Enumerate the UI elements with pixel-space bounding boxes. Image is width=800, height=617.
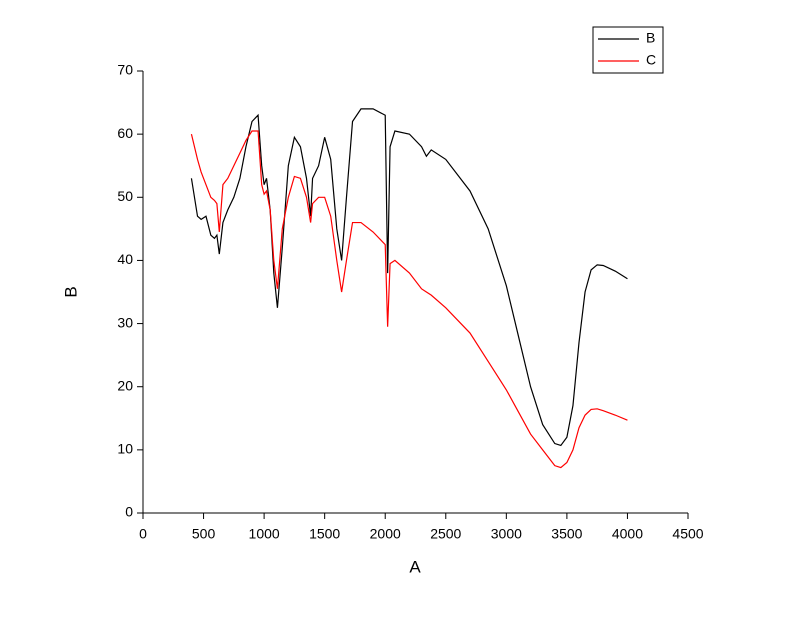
y-tick-label: 20 — [117, 377, 133, 393]
y-tick-label: 0 — [125, 504, 133, 520]
x-tick-label: 0 — [139, 526, 147, 542]
y-tick-label: 10 — [117, 441, 133, 457]
x-tick-label: 3000 — [491, 526, 522, 542]
legend-label: C — [646, 52, 656, 68]
y-tick-label: 50 — [117, 188, 133, 204]
x-tick-label: 2500 — [430, 526, 461, 542]
x-tick-label: 4000 — [612, 526, 643, 542]
x-tick-label: 1500 — [309, 526, 340, 542]
legend-box — [592, 26, 664, 74]
x-tick-label: 4500 — [672, 526, 703, 542]
y-tick-label: 70 — [117, 62, 133, 78]
y-tick-label: 30 — [117, 314, 133, 330]
x-tick-label: 500 — [192, 526, 216, 542]
y-tick-label: 40 — [117, 251, 133, 267]
x-tick-label: 3500 — [551, 526, 582, 542]
x-tick-label: 1000 — [249, 526, 280, 542]
series-line — [190, 108, 628, 447]
legend-label: B — [646, 30, 655, 46]
x-axis-label: A — [409, 557, 421, 576]
x-tick-label: 2000 — [370, 526, 401, 542]
y-axis-label: B — [61, 286, 80, 297]
series-line — [190, 130, 628, 469]
y-tick-label: 60 — [117, 125, 133, 141]
